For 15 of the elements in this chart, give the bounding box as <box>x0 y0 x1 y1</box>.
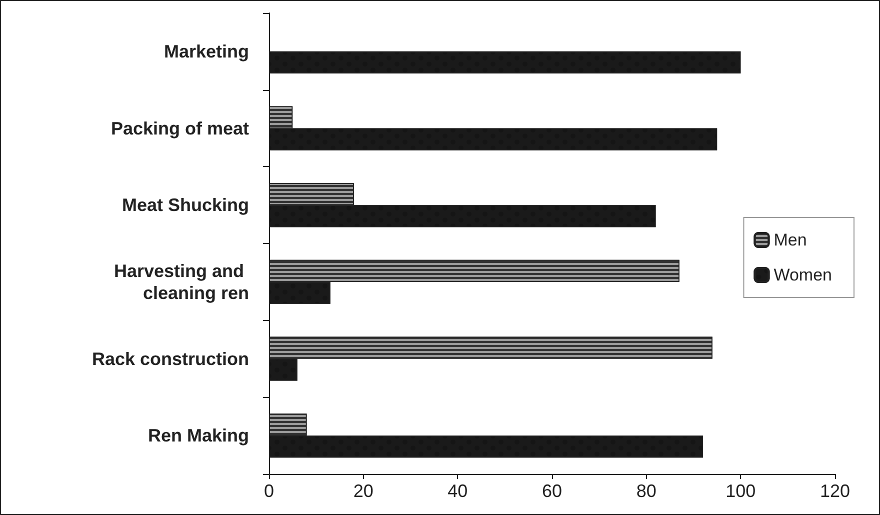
x-tick-label: 100 <box>726 481 756 501</box>
legend-label: Women <box>774 266 832 284</box>
x-tick-label: 80 <box>636 481 656 501</box>
y-tick-label: Rack construction <box>92 348 249 369</box>
y-tick-label: Packing of meat <box>110 118 249 138</box>
x-tick-label: 120 <box>820 481 850 501</box>
x-tick-label: 0 <box>264 481 274 501</box>
y-tick-label: Meat Shucking <box>122 195 249 216</box>
y-tick-label: Harvesting and cleaning ren <box>114 260 249 303</box>
y-tick-label: Ren Making <box>148 426 249 446</box>
x-tick-label: 60 <box>542 481 562 501</box>
x-tick-label: 20 <box>353 481 374 501</box>
y-tick-label: Marketing <box>164 41 249 62</box>
legend-label: Men <box>774 230 807 250</box>
x-tick-label: 40 <box>448 481 468 501</box>
